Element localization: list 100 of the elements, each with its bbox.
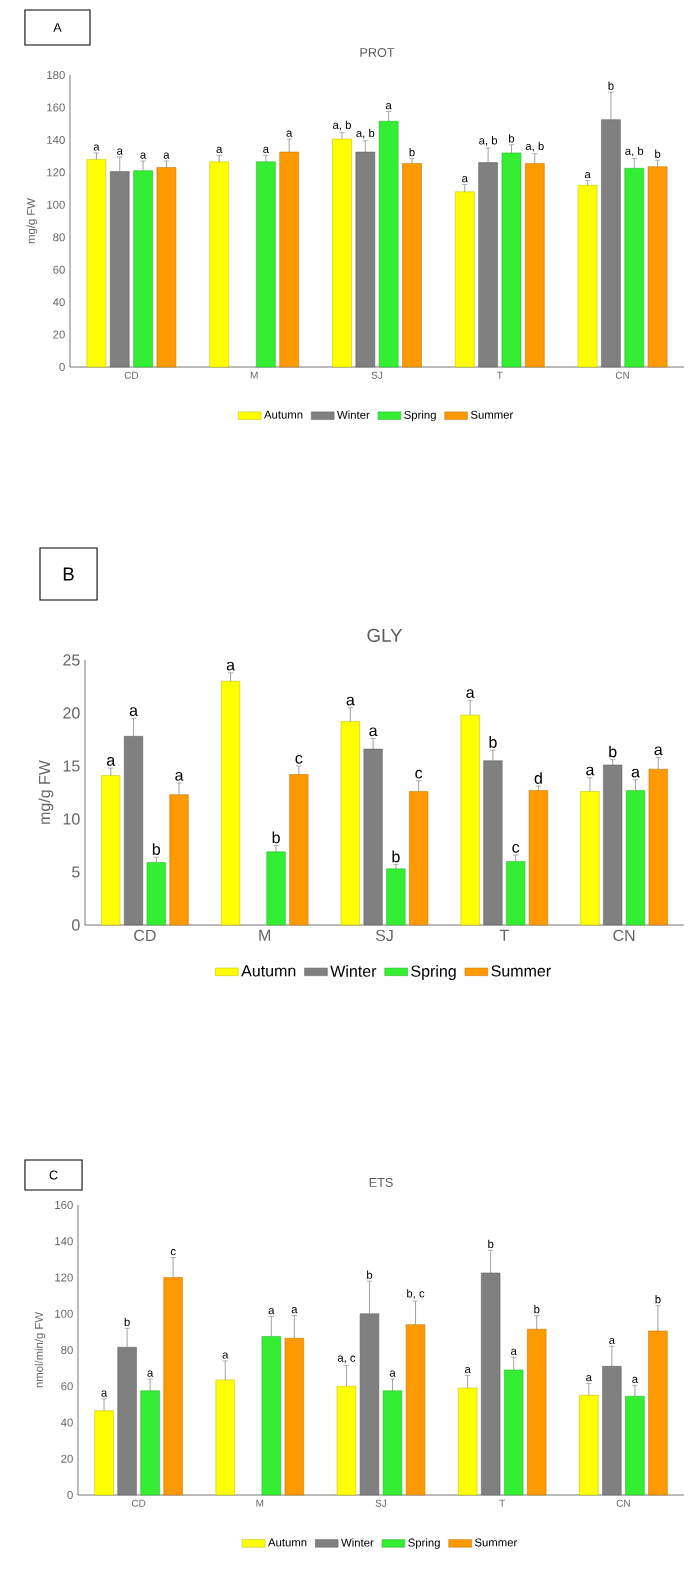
x-tick-label: M [259, 929, 271, 941]
text: B [63, 567, 74, 581]
bar [261, 1336, 281, 1496]
x-tick-label: CD [124, 371, 139, 379]
legend-label: Winter [330, 965, 377, 977]
data-label: a [129, 707, 138, 717]
bar [603, 764, 623, 926]
legend-label: Winter [341, 1538, 374, 1547]
x-tick-label: SJ [371, 371, 383, 379]
y-axis-title: nmol/min/g FW [34, 1311, 46, 1388]
data-label: b [124, 1317, 130, 1326]
y-tick-label: 20 [53, 330, 65, 339]
bar [215, 1379, 235, 1496]
data-label: b [488, 1239, 494, 1249]
data-label: b [367, 1270, 373, 1279]
bar [579, 1395, 599, 1496]
y-tick-label: 0 [72, 919, 80, 931]
data-label: a [117, 148, 123, 155]
data-label: c [170, 1249, 176, 1256]
bar [460, 714, 480, 926]
data-label: b [655, 149, 661, 158]
bar [625, 790, 646, 926]
x-tick-label: CD [131, 1499, 146, 1507]
bar [481, 1272, 501, 1496]
legend-label: Autumn [268, 1538, 307, 1547]
y-tick-label: 5 [72, 866, 80, 878]
data-label: a, b [333, 120, 351, 131]
bar [386, 868, 406, 926]
bar [266, 851, 286, 926]
bar [648, 1330, 668, 1496]
data-label: a [286, 130, 293, 137]
data-label: b [272, 831, 280, 844]
legend-label: Summer [491, 965, 551, 977]
data-label: c [512, 844, 520, 853]
y-tick-label: 120 [47, 168, 65, 177]
data-label: a [631, 768, 640, 778]
bar [504, 1369, 524, 1496]
data-label: a [163, 152, 170, 159]
data-label: a, b [356, 128, 375, 139]
data-label: a [222, 1352, 229, 1359]
bar [109, 171, 130, 368]
data-label: a [385, 103, 392, 110]
y-tick-label: 40 [52, 298, 65, 307]
bar [363, 748, 383, 926]
chart-title: ETS [369, 1178, 393, 1187]
data-label: b [608, 81, 614, 90]
legend-label: Spring [404, 410, 436, 422]
data-label: a [140, 152, 147, 159]
data-label: a [93, 144, 100, 151]
x-tick-label: T [496, 371, 503, 379]
legend-label: Spring [411, 965, 456, 980]
bar [577, 185, 598, 368]
legend-label: Winter [337, 410, 370, 419]
y-tick-label: 20 [63, 707, 80, 719]
y-tick-label: 160 [55, 1201, 73, 1210]
bar [289, 774, 309, 926]
y-axis-title: mg/g FW [38, 760, 54, 824]
y-tick-label: 180 [47, 71, 65, 80]
data-label: a [462, 176, 468, 183]
bar [382, 1390, 403, 1496]
chart-title: GLY [367, 628, 403, 642]
y-tick-label: 160 [47, 103, 65, 112]
y-tick-label: 40 [60, 1418, 73, 1427]
data-label: b, c [407, 1289, 425, 1299]
y-tick-label: 60 [61, 1382, 73, 1391]
bar [279, 151, 299, 368]
bar [340, 721, 360, 926]
data-label: a [609, 1337, 616, 1345]
data-label: a [346, 696, 355, 706]
y-tick-label: 100 [55, 1309, 73, 1318]
bar [506, 861, 526, 926]
bar [378, 120, 399, 368]
data-label: a [216, 146, 223, 154]
bar [86, 159, 107, 368]
bar [284, 1337, 304, 1496]
x-tick-label: SJ [375, 929, 393, 942]
bar [359, 1313, 380, 1496]
y-tick-label: 100 [47, 200, 65, 209]
bar [405, 1324, 426, 1496]
bar [163, 1277, 183, 1496]
data-label: a [511, 1348, 517, 1355]
bar [483, 760, 503, 926]
data-label: a, c [337, 1355, 356, 1364]
bar [624, 168, 645, 368]
data-label: a [147, 1370, 154, 1377]
data-label: b [409, 147, 415, 157]
data-label: a [226, 661, 235, 671]
bar [601, 119, 621, 368]
data-label: d [534, 772, 542, 784]
data-label: b [609, 745, 617, 758]
bar [332, 138, 352, 368]
data-label: a [268, 1307, 275, 1315]
bar [94, 1410, 114, 1496]
data-label: a [586, 1375, 592, 1382]
chart-title: PROT [360, 48, 395, 57]
y-tick-label: 15 [63, 760, 80, 772]
data-label: b [489, 736, 497, 748]
data-label: a [464, 1366, 471, 1374]
y-tick-label: 80 [61, 1346, 73, 1355]
text: A [53, 23, 62, 32]
